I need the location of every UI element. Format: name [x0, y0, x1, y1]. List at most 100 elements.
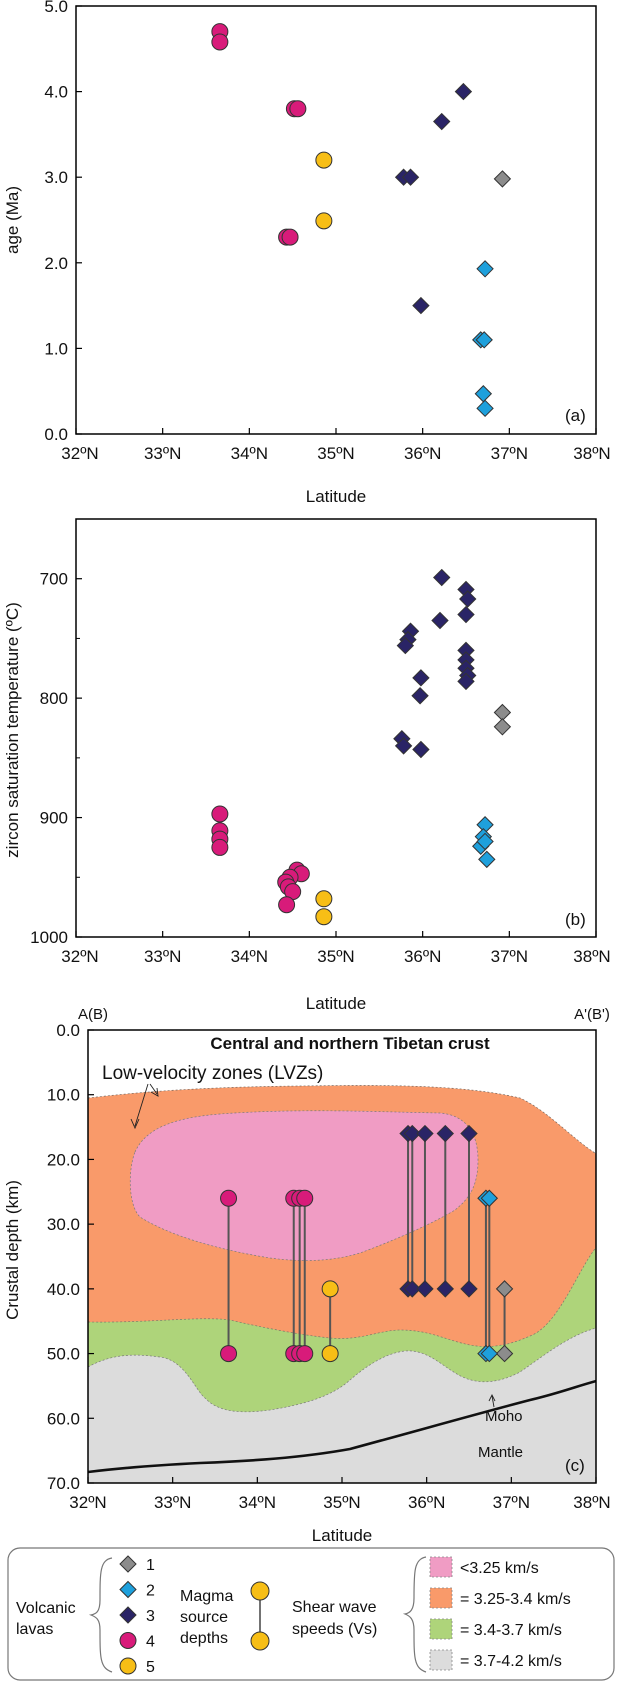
- source-bottom-series-3: [460, 1280, 478, 1298]
- y-tick-label: 10.0: [47, 1086, 80, 1105]
- data-point-series-3: [412, 296, 430, 315]
- x-tick-label: 35ºN: [317, 444, 354, 463]
- y-tick-label: 0.0: [44, 425, 68, 444]
- x-tick-label: 32ºN: [61, 444, 98, 463]
- legend-zones: <3.25 km/s = 3.25-3.4 km/s = 3.4-3.7 km/s =…: [429, 1556, 571, 1671]
- source-bottom-series-1: [495, 1344, 514, 1363]
- x-tick-label: 38ºN: [573, 1493, 610, 1512]
- x-tick-label: 34ºN: [231, 947, 268, 966]
- y-tick-label: 5.0: [44, 0, 68, 16]
- moho-line: [88, 1379, 596, 1474]
- source-bottom-series-3: [416, 1280, 434, 1298]
- source-top-series-5: [321, 1280, 339, 1298]
- legend-volcanic-label-2: lavas: [16, 1621, 53, 1638]
- legend-shear-label-2: speeds (Vs): [292, 1621, 377, 1638]
- y-tick-label: 50.0: [47, 1345, 80, 1364]
- legend-zone-swatch: [429, 1587, 453, 1609]
- panel-b-frame: [75, 518, 597, 938]
- legend-magma-label-3: depths: [180, 1630, 228, 1647]
- x-tick-label: 32ºN: [61, 947, 98, 966]
- legend: Volcanic lavas 1 2 3 4 5 Magma source depths…: [7, 1547, 615, 1681]
- lvz-arrows: [130, 1083, 159, 1130]
- data-point-series-1: [493, 170, 512, 188]
- y-tick-label: 30.0: [47, 1215, 80, 1234]
- data-point-series-3: [401, 168, 420, 186]
- legend-zone-label: <3.25 km/s: [460, 1560, 539, 1577]
- data-point-series-5: [315, 890, 333, 908]
- panel-c-label: (c): [565, 1456, 585, 1475]
- data-point-series-2: [475, 331, 493, 349]
- data-point-series-3: [459, 590, 477, 608]
- panel-c-axis-ticks: 32ºN 33ºN 34ºN 35ºN 36ºN 37ºN 38ºN 0.0 10.0 20.0 3…: [47, 1021, 611, 1512]
- source-bottom-series-2: [480, 1344, 499, 1363]
- panel-b-points: [211, 568, 512, 926]
- data-point-series-3: [454, 82, 473, 101]
- source-bottom-series-4: [220, 1345, 238, 1363]
- source-bottom-series-5: [321, 1345, 339, 1363]
- legend-magma-label-1: Magma: [180, 1588, 233, 1605]
- data-point-series-3: [433, 568, 451, 587]
- panel-c-xlabel: Latitude: [312, 1526, 373, 1545]
- panel-a-points: [211, 23, 512, 418]
- mantle-annotation: Mantle: [478, 1444, 523, 1461]
- x-tick-label: 34ºN: [231, 444, 268, 463]
- panel-b: 32ºN 33ºN 34ºN 35ºN 36ºN 37ºN 38ºN 700 800 900 100…: [3, 518, 611, 1013]
- legend-zone-label: = 3.4-3.7 km/s: [460, 1622, 562, 1639]
- data-point-series-2: [476, 832, 494, 851]
- legend-volcanic-label-1: Volcanic: [16, 1600, 76, 1617]
- legend-magma-symbol: [250, 1581, 270, 1651]
- legend-item-label: 5: [146, 1659, 155, 1676]
- panel-b-ylabel: zircon saturation temperature (ºC): [3, 602, 22, 858]
- zone-pink-lvz: [129, 1110, 479, 1261]
- data-point-series-3: [457, 672, 475, 691]
- y-tick-label: 4.0: [44, 83, 68, 102]
- source-top-series-2: [480, 1189, 499, 1207]
- section-label-right: A'(B'): [574, 1006, 610, 1023]
- y-tick-label: 1000: [30, 928, 68, 947]
- section-label-left: A(B): [78, 1006, 108, 1023]
- data-point-series-3: [412, 669, 430, 687]
- source-top-series-3: [460, 1124, 478, 1143]
- source-top-series-4: [220, 1189, 238, 1207]
- legend-zone-swatch: [429, 1556, 453, 1578]
- data-point-series-3: [431, 611, 449, 630]
- x-tick-label: 36ºN: [408, 1493, 445, 1512]
- legend-brace-2: [402, 1556, 427, 1673]
- panel-c-ylabel: Crustal depth (km): [3, 1180, 22, 1320]
- data-point-series-4: [289, 100, 307, 118]
- legend-items: 1 2 3 4 5: [119, 1555, 155, 1676]
- x-tick-label: 37ºN: [491, 444, 528, 463]
- y-tick-label: 70.0: [47, 1474, 80, 1493]
- data-point-series-4: [211, 838, 229, 856]
- source-top-series-4: [296, 1189, 314, 1207]
- y-tick-label: 60.0: [47, 1409, 80, 1428]
- data-point-series-4: [278, 896, 296, 914]
- data-point-series-3: [396, 636, 415, 655]
- x-tick-label: 37ºN: [493, 1493, 530, 1512]
- x-tick-label: 33ºN: [144, 947, 181, 966]
- y-tick-label: 900: [40, 809, 68, 828]
- lvz-annotation: Low-velocity zones (LVZs): [102, 1063, 323, 1084]
- data-point-series-2: [476, 260, 494, 278]
- y-tick-label: 1.0: [44, 339, 68, 358]
- legend-box: [7, 1547, 615, 1681]
- y-tick-label: 800: [40, 689, 68, 708]
- data-point-series-3: [433, 112, 451, 131]
- data-point-series-4: [211, 805, 229, 823]
- legend-marker-4: [119, 1632, 137, 1649]
- panel-c-source-depths: [220, 1124, 514, 1363]
- legend-zone-label: = 3.7-4.2 km/s: [460, 1653, 562, 1670]
- legend-zone-label: = 3.25-3.4 km/s: [460, 1591, 571, 1608]
- legend-marker-3: [119, 1606, 137, 1624]
- data-point-series-2: [478, 850, 496, 869]
- x-tick-label: 35ºN: [317, 947, 354, 966]
- x-tick-label: 36ºN: [404, 947, 441, 966]
- data-point-series-5: [315, 212, 333, 230]
- legend-brace: [88, 1557, 113, 1673]
- data-point-series-3: [457, 605, 475, 624]
- panel-c-title: Central and northern Tibetan crust: [210, 1034, 490, 1053]
- data-point-series-4: [281, 228, 299, 246]
- data-point-series-4: [211, 33, 229, 51]
- x-tick-label: 33ºN: [154, 1493, 191, 1512]
- y-tick-label: 20.0: [47, 1150, 80, 1169]
